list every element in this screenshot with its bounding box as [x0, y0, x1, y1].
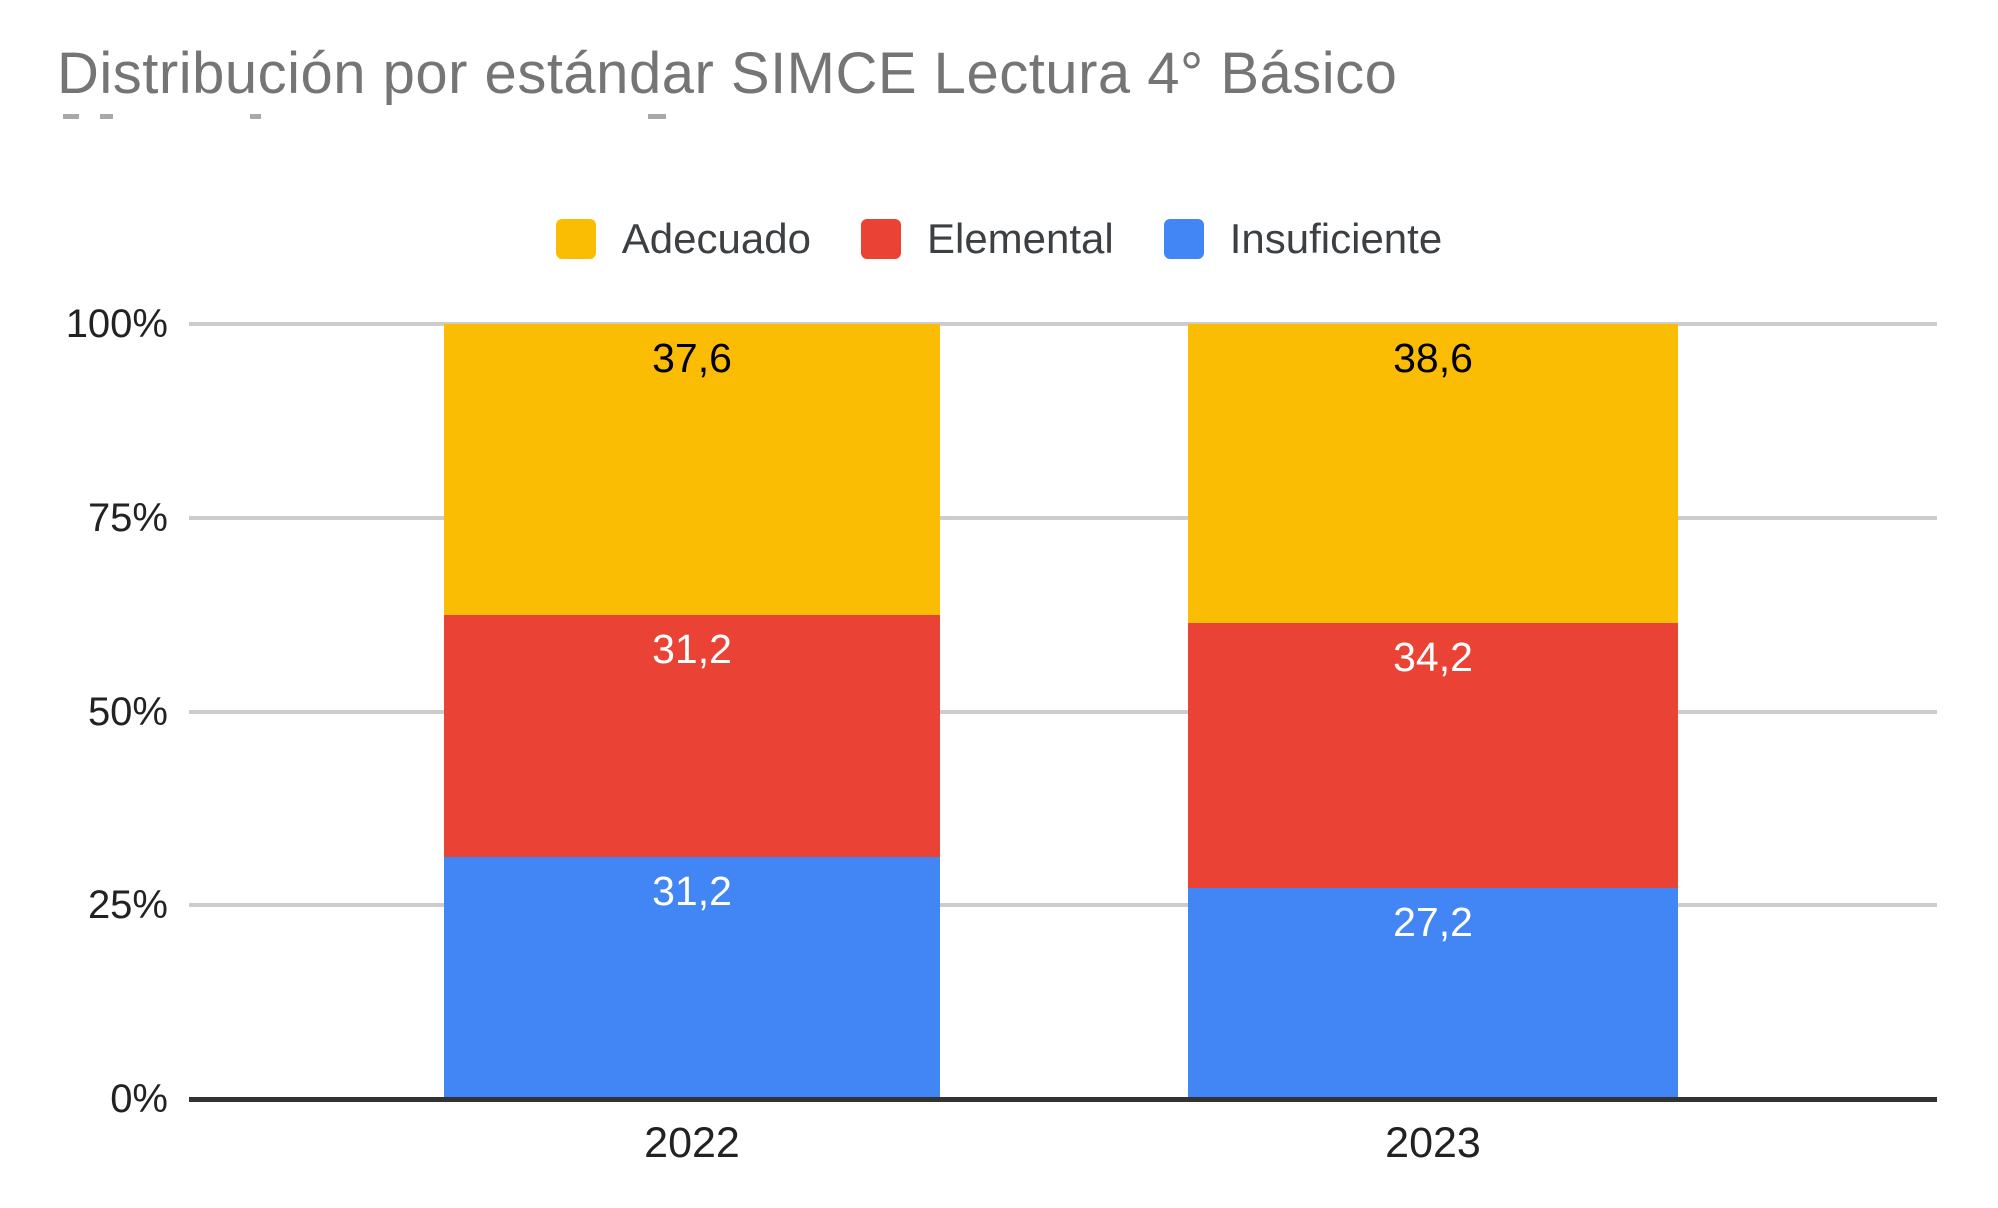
legend: Adecuado Elemental Insuficiente	[0, 218, 1998, 260]
x-axis-label-2023: 2023	[1385, 1119, 1481, 1167]
legend-swatch-icon	[555, 219, 596, 259]
clipped-letter-fragment	[648, 114, 666, 119]
bar-segment-elemental-2022: 31,2	[444, 615, 940, 858]
y-axis-tick-label: 0%	[110, 1077, 168, 1121]
bar-segment-elemental-2023: 34,2	[1188, 623, 1678, 889]
gridline-50%	[189, 709, 1937, 714]
y-axis-tick-label: 100%	[65, 302, 168, 346]
data-label: 27,2	[1393, 899, 1473, 946]
legend-label: Elemental	[926, 215, 1114, 262]
y-axis-tick-label: 50%	[87, 689, 168, 734]
bar-2022: 37,6 31,2 31,2	[444, 324, 940, 1099]
legend-item-adecuado: Adecuado	[555, 215, 811, 262]
legend-label: Adecuado	[621, 215, 811, 262]
clipped-letter-fragment	[63, 114, 79, 119]
data-label: 38,6	[1393, 335, 1473, 381]
gridline-25%	[189, 903, 1937, 908]
legend-item-elemental: Elemental	[860, 215, 1114, 262]
gridline-75%	[189, 515, 1937, 520]
x-axis-label-2022: 2022	[644, 1119, 740, 1167]
data-label: 31,2	[652, 868, 732, 915]
chart-title: Distribución por estándar SIMCE Lectura …	[57, 41, 1398, 106]
clipped-letter-fragment	[250, 114, 261, 119]
bar-segment-insuficiente-2022: 31,2	[444, 857, 940, 1099]
gridline-100%	[189, 322, 1937, 326]
legend-label: Insuficiente	[1229, 215, 1443, 262]
bar-segment-insuficiente-2023: 27,2	[1188, 888, 1678, 1099]
data-label: 37,6	[652, 335, 732, 381]
x-axis-line	[189, 1097, 1937, 1102]
y-axis-tick-label: 25%	[87, 883, 168, 928]
y-axis-tick-label: 75%	[87, 495, 168, 540]
bar-segment-adecuado-2023: 38,6	[1188, 324, 1678, 624]
data-label: 34,2	[1393, 634, 1473, 681]
legend-item-insuficiente: Insuficiente	[1163, 215, 1443, 262]
legend-swatch-icon	[1163, 219, 1204, 259]
bar-2023: 38,6 34,2 27,2	[1188, 324, 1678, 1099]
data-label: 31,2	[652, 626, 732, 673]
bar-segment-adecuado-2022: 37,6	[444, 324, 940, 616]
clipped-letter-fragment	[100, 114, 113, 119]
legend-swatch-icon	[860, 219, 901, 259]
